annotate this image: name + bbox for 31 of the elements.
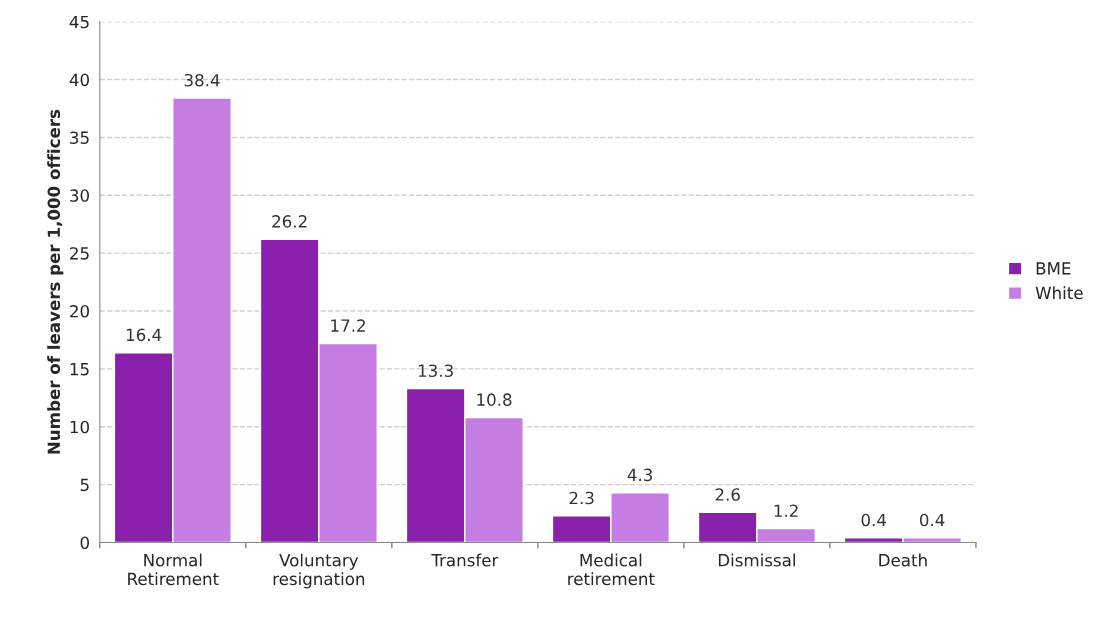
data-label: 2.3	[569, 491, 594, 505]
data-label: 10.8	[477, 393, 512, 406]
data-label: 16.4	[126, 328, 162, 342]
y-tick-label: 5	[80, 478, 89, 492]
y-tick-label: 35	[70, 131, 89, 144]
data-label: 26.2	[272, 215, 307, 228]
data-label: 17.2	[331, 319, 365, 332]
data-label: 4.3	[627, 468, 652, 482]
y-tick-label: 30	[70, 189, 89, 202]
y-tick-label: 45	[69, 15, 89, 29]
y-axis-title: Number of leavers per 1,000 officers	[47, 109, 64, 454]
data-label: 13.3	[418, 364, 453, 378]
y-tick-label: 25	[70, 247, 89, 260]
data-label: 0.4	[919, 513, 945, 527]
legend-label: BME	[1036, 262, 1071, 275]
y-tick-label: 20	[70, 305, 89, 318]
legend-label: White	[1035, 286, 1083, 300]
y-tick-label: 40	[69, 73, 89, 87]
x-tick-label: Dismissal	[718, 553, 795, 567]
data-label: 2.6	[715, 488, 740, 501]
y-tick-label: 0	[80, 536, 89, 550]
data-label: 1.2	[774, 504, 798, 517]
y-tick-label: 10	[70, 420, 89, 434]
x-tick-label: Voluntary resignation	[273, 553, 365, 589]
y-tick-label: 15	[70, 363, 89, 376]
x-tick-label: Normal Retirement	[128, 553, 219, 586]
data-label: 0.4	[861, 513, 887, 527]
x-tick-label: Medical retirement	[568, 553, 655, 586]
x-tick-label: Death	[879, 553, 927, 567]
x-tick-label: Transfer	[431, 553, 499, 567]
data-label: 38.4	[184, 73, 220, 87]
